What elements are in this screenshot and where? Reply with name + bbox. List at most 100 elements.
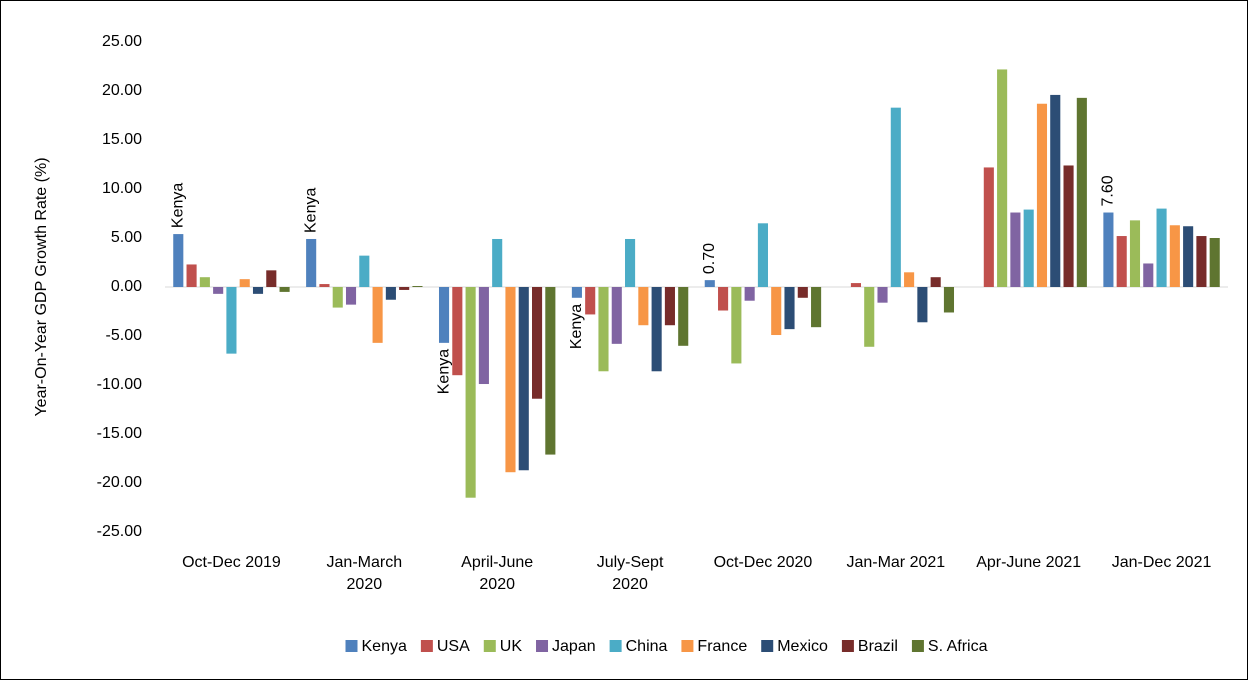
annotation: Kenya [302, 188, 319, 233]
bar [1050, 94, 1061, 287]
bar [678, 287, 689, 346]
bar [226, 287, 237, 354]
x-tick-label: Jan-Mar 2021 [846, 554, 946, 571]
bar [651, 287, 662, 372]
bar [1023, 209, 1034, 287]
bar [930, 277, 941, 287]
bar [771, 287, 782, 336]
bar [1156, 208, 1167, 287]
bar [199, 277, 210, 287]
y-axis-title: Year-On-Year GDP Growth Rate (%) [33, 157, 50, 416]
bar [213, 287, 224, 294]
bar [465, 287, 476, 498]
bar [1209, 238, 1220, 287]
x-tick-label: Oct-Dec 2019 [182, 554, 281, 571]
y-tick-label: -15.00 [97, 425, 142, 442]
bar [598, 287, 609, 372]
bar [890, 107, 901, 287]
annotation: Kenya [170, 183, 187, 228]
bar [704, 280, 715, 287]
bar [399, 287, 410, 290]
bar [811, 287, 822, 328]
bar [1129, 220, 1141, 287]
legend-swatch [681, 640, 694, 652]
bar [266, 270, 277, 287]
bar [784, 287, 795, 330]
y-tick-label: -5.00 [106, 327, 143, 344]
data-label: 0.70 [701, 243, 718, 274]
y-tick-label: 25.00 [102, 33, 142, 50]
bar [239, 279, 250, 287]
bar [1036, 103, 1048, 288]
bar [1183, 226, 1194, 287]
legend-swatch [761, 640, 774, 652]
legend-swatch [536, 640, 549, 652]
legend-label: Kenya [362, 638, 407, 655]
bar [983, 167, 994, 287]
legend-label: UK [500, 638, 523, 655]
legend-label: Brazil [858, 638, 898, 655]
bar [545, 287, 556, 455]
bar [412, 286, 423, 287]
bar [1103, 212, 1114, 287]
bar [1196, 236, 1207, 287]
bar [943, 287, 955, 313]
y-tick-label: -20.00 [97, 474, 142, 491]
x-tick-label: July-Sept 2020 [596, 554, 664, 593]
legend-swatch [345, 640, 358, 652]
y-tick-label: 5.00 [111, 229, 142, 246]
bar [478, 287, 489, 385]
bar [757, 223, 768, 287]
legend-label: S. Africa [928, 638, 988, 655]
bar [571, 287, 582, 298]
bar [744, 287, 755, 301]
legend-label: Mexico [777, 638, 828, 655]
x-tick-label: Apr-June 2021 [976, 554, 1082, 571]
bar [332, 287, 343, 308]
bar [452, 287, 463, 376]
bar [718, 287, 729, 311]
annotation: Kenya [568, 304, 585, 349]
bar [611, 287, 622, 344]
legend-label: USA [437, 638, 470, 655]
bar [319, 284, 330, 287]
y-tick-label: 10.00 [102, 180, 142, 197]
bar [252, 287, 264, 294]
bar [1063, 165, 1074, 287]
bar [797, 287, 808, 298]
bar [917, 287, 928, 323]
legend-label: France [697, 638, 747, 655]
x-tick-label: Oct-Dec 2020 [713, 554, 813, 571]
bar [864, 287, 875, 347]
legend-swatch [911, 640, 924, 652]
bar [385, 287, 396, 300]
x-tick-label: April-June 2020 [461, 554, 534, 593]
bar [904, 272, 915, 287]
bar [173, 234, 184, 287]
bar [664, 287, 675, 326]
data-label: 7.60 [1100, 175, 1117, 206]
bar [625, 238, 636, 287]
bar [877, 287, 888, 303]
bar [279, 287, 290, 292]
bar [505, 287, 516, 473]
legend-swatch [609, 640, 622, 652]
bar [306, 238, 317, 287]
bar [186, 264, 197, 287]
bar [532, 287, 543, 399]
bar [1169, 225, 1180, 287]
annotation: Kenya [435, 349, 452, 394]
bar [1143, 263, 1154, 287]
bar [731, 287, 742, 364]
y-tick-label: 15.00 [102, 131, 142, 148]
legend-swatch [420, 640, 433, 652]
bar [372, 287, 383, 343]
bar [997, 69, 1008, 287]
y-tick-label: 20.00 [102, 82, 142, 99]
legend-swatch [483, 640, 496, 652]
legend-label: Japan [552, 638, 596, 655]
bar [518, 287, 529, 471]
legend-label: China [626, 638, 668, 655]
